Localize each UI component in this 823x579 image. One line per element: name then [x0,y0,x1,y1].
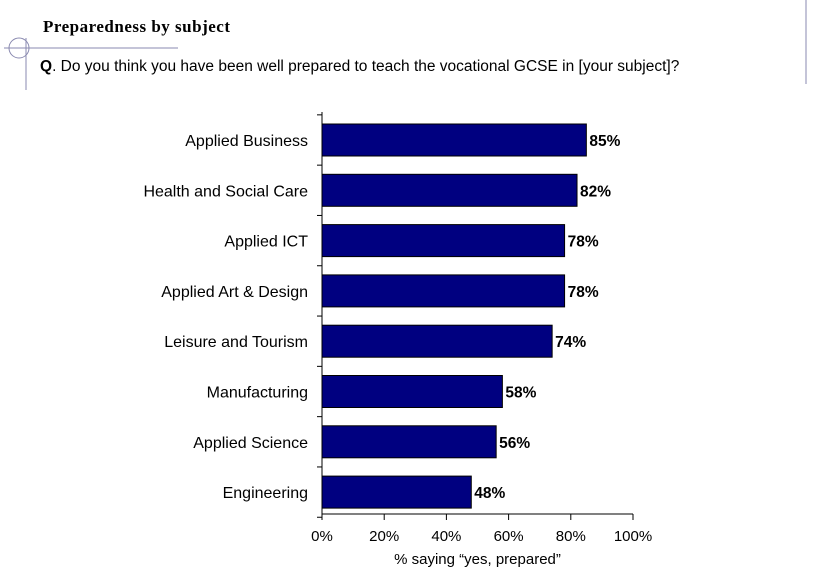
value-label: 56% [499,435,530,452]
question-prefix: Q [40,58,53,75]
bar [321,425,497,459]
bar [321,274,566,308]
bar [321,324,553,358]
bar [321,173,578,207]
x-tick-label: 0% [311,528,333,545]
x-tick-label: 40% [431,528,461,545]
x-tick-label: 100% [614,528,652,545]
value-label: 74% [555,334,586,351]
category-label: Applied Science [193,435,308,452]
bar [321,475,472,509]
x-tick-label: 80% [556,528,586,545]
category-label: Applied ICT [224,234,308,251]
survey-question: Q. Do you think you have been well prepa… [40,58,679,76]
value-label: 58% [505,385,536,402]
bar [321,224,566,258]
category-label: Applied Art & Design [161,284,308,301]
value-label: 82% [580,183,611,200]
category-label: Leisure and Tourism [164,334,308,351]
x-axis-title: % saying “yes, prepared” [394,551,561,568]
x-tick-label: 20% [369,528,399,545]
value-label: 78% [568,234,599,251]
category-label: Manufacturing [207,385,308,402]
category-label: Health and Social Care [143,183,308,200]
category-label: Engineering [223,485,308,502]
x-tick-label: 60% [494,528,524,545]
value-label: 48% [474,485,505,502]
question-text: . Do you think you have been well prepar… [52,58,680,75]
page-title: Preparedness by subject [43,17,231,36]
bar [321,123,587,157]
category-label: Applied Business [185,133,308,150]
value-label: 85% [589,133,620,150]
value-label: 78% [568,284,599,301]
bar [321,375,503,408]
